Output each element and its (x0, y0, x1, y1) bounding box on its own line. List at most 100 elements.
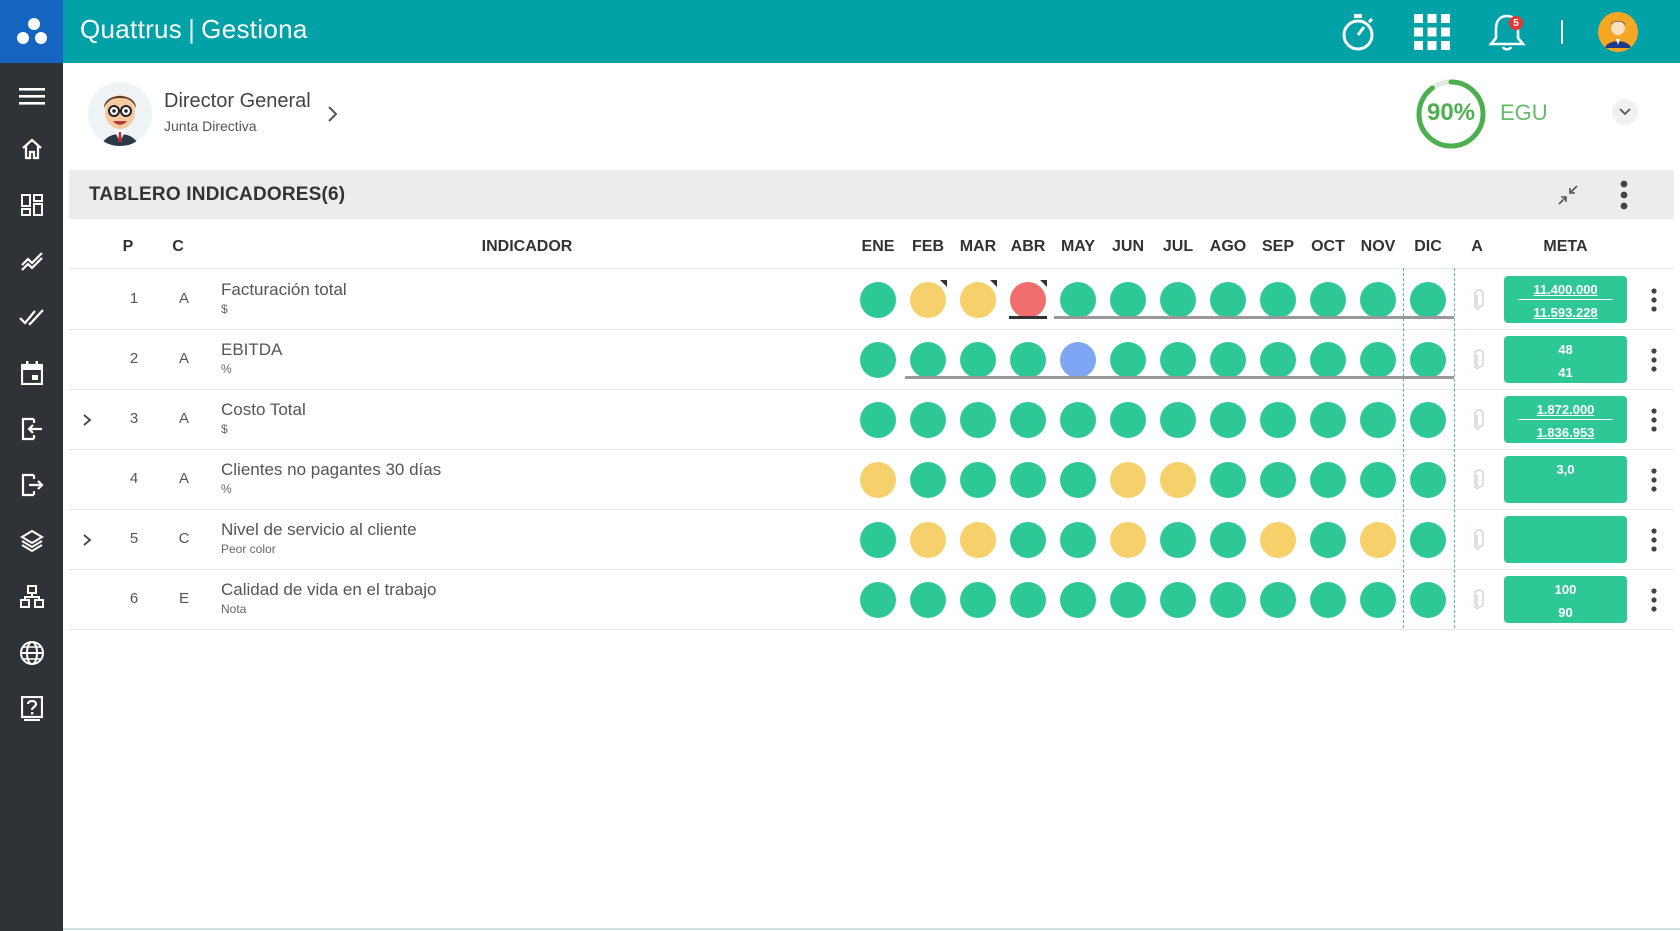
check-icon[interactable] (0, 293, 63, 341)
month-status-dot[interactable] (1160, 402, 1196, 438)
col-header-month[interactable]: SEP (1261, 238, 1294, 255)
month-status-dot[interactable] (1160, 342, 1196, 378)
month-status-dot[interactable] (1210, 402, 1246, 438)
user-avatar[interactable] (88, 82, 152, 146)
table-row[interactable]: 3 A Costo Total $1.872.000 1.836.953 (69, 390, 1674, 450)
month-status-dot[interactable] (910, 462, 946, 498)
row-more-icon[interactable] (1647, 406, 1661, 434)
month-status-dot[interactable] (860, 282, 896, 318)
more-vert-icon[interactable] (1609, 180, 1639, 210)
col-header-month[interactable]: AGO (1209, 238, 1247, 255)
indicator-name[interactable]: EBITDA (221, 340, 283, 359)
month-status-dot[interactable] (1310, 402, 1346, 438)
month-status-dot[interactable] (1310, 522, 1346, 558)
col-header-month[interactable]: ENE (861, 238, 895, 255)
month-status-dot[interactable] (1110, 282, 1146, 318)
row-more-icon[interactable] (1647, 346, 1661, 374)
attachment-icon[interactable] (1473, 408, 1485, 432)
month-status-dot[interactable] (1060, 282, 1096, 318)
month-status-dot[interactable] (1060, 582, 1096, 618)
month-status-dot[interactable] (1260, 462, 1296, 498)
table-row[interactable]: 2 A EBITDA% 48 41 (69, 330, 1674, 390)
month-status-dot[interactable] (1010, 282, 1046, 318)
bell-icon[interactable]: 5 (1485, 10, 1529, 54)
month-status-dot[interactable] (860, 342, 896, 378)
month-status-dot[interactable] (1060, 462, 1096, 498)
table-row[interactable]: 6 E Calidad de vida en el trabajo Nota 100 90 (69, 570, 1674, 630)
month-status-dot[interactable] (1410, 282, 1446, 318)
chevron-right-icon[interactable] (326, 104, 340, 129)
month-status-dot[interactable] (1110, 342, 1146, 378)
collapse-icon[interactable] (1553, 180, 1583, 210)
month-status-dot[interactable] (1310, 462, 1346, 498)
menu-icon[interactable] (0, 72, 63, 120)
month-status-dot[interactable] (1060, 402, 1096, 438)
table-row[interactable]: 1 A Facturación total $11.400.000 11.593.228 (69, 270, 1674, 330)
month-status-dot[interactable] (960, 462, 996, 498)
row-more-icon[interactable] (1647, 586, 1661, 614)
col-header-month[interactable]: MAY (1060, 238, 1096, 255)
month-status-dot[interactable] (1110, 522, 1146, 558)
meta-value-box[interactable]: 11.400.000 11.593.228 (1504, 276, 1627, 323)
month-status-dot[interactable] (1260, 522, 1296, 558)
month-status-dot[interactable] (860, 462, 896, 498)
col-header-month[interactable]: MAR (959, 238, 997, 255)
user-avatar-icon[interactable] (1598, 12, 1638, 52)
month-status-dot[interactable] (1160, 462, 1196, 498)
month-status-dot[interactable] (1110, 402, 1146, 438)
layers-icon[interactable] (0, 517, 63, 565)
month-status-dot[interactable] (860, 582, 896, 618)
month-status-dot[interactable] (960, 342, 996, 378)
chevron-down-icon[interactable] (1612, 99, 1638, 125)
col-header-month[interactable]: DIC (1414, 238, 1442, 255)
indicator-name[interactable]: Facturación total (221, 280, 347, 299)
col-header-month[interactable]: JUL (1162, 238, 1194, 255)
month-status-dot[interactable] (1060, 342, 1096, 378)
attachment-icon[interactable] (1473, 588, 1485, 612)
timer-icon[interactable] (1336, 10, 1380, 54)
month-status-dot[interactable] (1310, 342, 1346, 378)
apps-grid-icon[interactable] (1410, 10, 1454, 54)
table-row[interactable]: 5 C Nivel de servicio al cliente Peor color (69, 510, 1674, 570)
attachment-icon[interactable] (1473, 348, 1485, 372)
month-status-dot[interactable] (1110, 462, 1146, 498)
logo[interactable] (0, 0, 63, 63)
col-header-month[interactable]: JUN (1111, 238, 1144, 255)
month-status-dot[interactable] (1410, 522, 1446, 558)
month-status-dot[interactable] (860, 522, 896, 558)
month-status-dot[interactable] (960, 402, 996, 438)
month-status-dot[interactable] (1360, 582, 1396, 618)
month-status-dot[interactable] (1410, 582, 1446, 618)
org-chart-icon[interactable] (0, 573, 63, 621)
month-status-dot[interactable] (860, 402, 896, 438)
meta-value-box[interactable]: 100 90 (1504, 576, 1627, 623)
month-status-dot[interactable] (1360, 522, 1396, 558)
row-more-icon[interactable] (1647, 286, 1661, 314)
month-status-dot[interactable] (1110, 582, 1146, 618)
month-status-dot[interactable] (1210, 522, 1246, 558)
indicator-name[interactable]: Nivel de servicio al cliente (221, 520, 417, 539)
month-status-dot[interactable] (1260, 402, 1296, 438)
month-status-dot[interactable] (960, 282, 996, 318)
row-more-icon[interactable] (1647, 466, 1661, 494)
meta-value-box[interactable] (1504, 516, 1627, 563)
meta-value-box[interactable]: 3,0 (1504, 456, 1627, 503)
home-icon[interactable] (0, 125, 63, 173)
month-status-dot[interactable] (1210, 582, 1246, 618)
calendar-icon[interactable] (0, 349, 63, 397)
month-status-dot[interactable] (910, 402, 946, 438)
month-status-dot[interactable] (1010, 402, 1046, 438)
col-header-meta[interactable]: META (1543, 238, 1588, 255)
globe-icon[interactable] (0, 629, 63, 677)
row-more-icon[interactable] (1647, 526, 1661, 554)
month-status-dot[interactable] (1310, 582, 1346, 618)
col-header-month[interactable]: FEB (912, 238, 944, 255)
month-status-dot[interactable] (1410, 342, 1446, 378)
login-icon[interactable] (0, 405, 63, 453)
month-status-dot[interactable] (1310, 282, 1346, 318)
indicator-name[interactable]: Calidad de vida en el trabajo (221, 580, 437, 599)
month-status-dot[interactable] (1410, 462, 1446, 498)
meta-value-box[interactable]: 1.872.000 1.836.953 (1504, 396, 1627, 443)
month-status-dot[interactable] (1210, 282, 1246, 318)
month-status-dot[interactable] (1360, 342, 1396, 378)
